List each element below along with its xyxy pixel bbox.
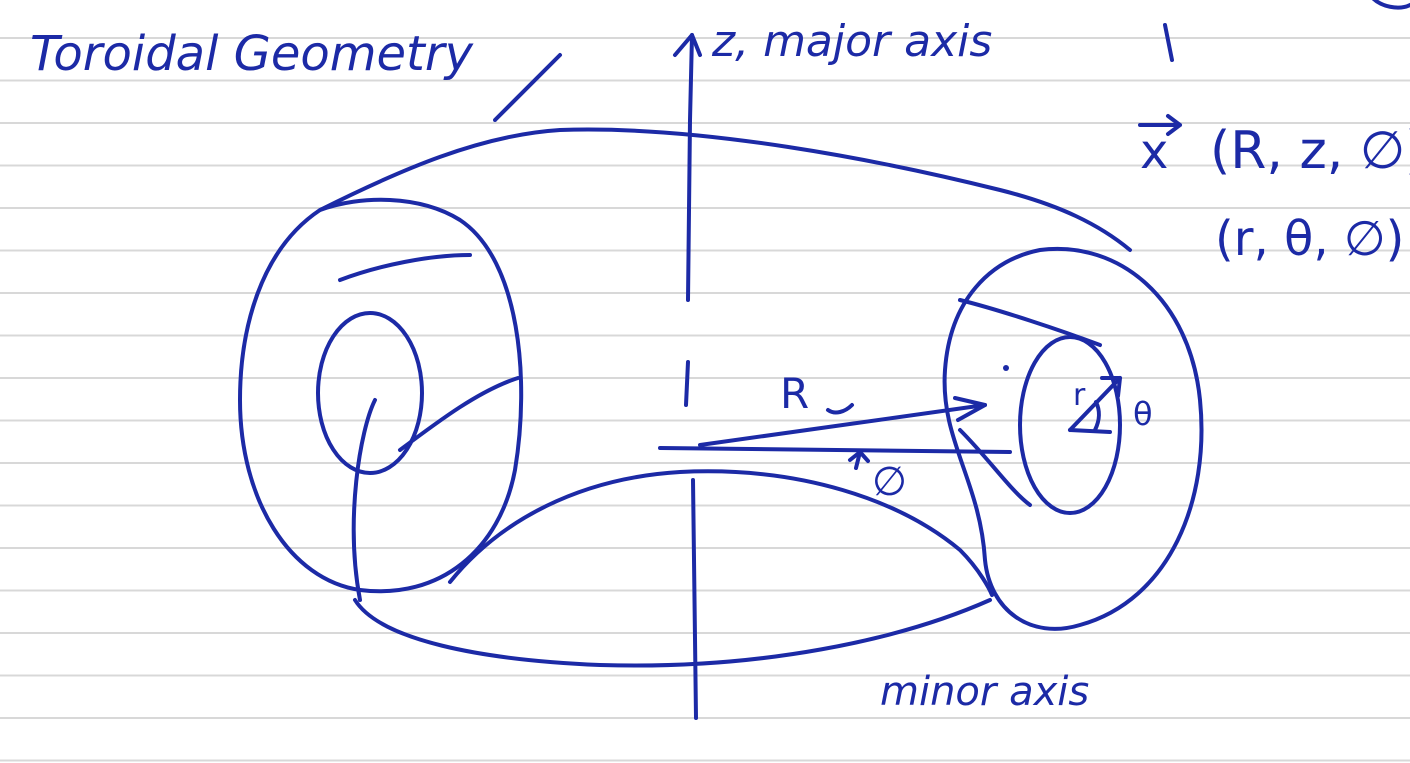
center-dot	[1003, 365, 1009, 371]
major-axis-line-bottom	[691, 478, 698, 720]
title-flourish	[493, 53, 562, 122]
r-label: r	[1073, 378, 1086, 413]
left-cross-section-inner	[316, 311, 424, 475]
r-arrowhead	[1100, 376, 1122, 398]
toroidal-coordinates: (r, θ, ∅)	[1215, 211, 1404, 267]
R-label-hook	[826, 403, 854, 415]
position-vector-arrow	[1138, 114, 1182, 136]
left-cross-section-outer	[238, 197, 524, 594]
right-section-bottom-line	[958, 428, 1032, 507]
minor-axis-label: minor axis	[880, 669, 1089, 715]
r-baseline	[1068, 428, 1112, 434]
major-axis-line-top	[686, 33, 694, 302]
left-section-top-line	[338, 253, 472, 282]
R-vector	[698, 403, 987, 447]
right-section-top-line	[958, 298, 1102, 347]
phi-arrow	[848, 450, 870, 470]
position-vector-label: x	[1140, 124, 1168, 180]
phi-reference-line	[658, 446, 1012, 454]
corner-tick	[1163, 23, 1174, 62]
left-section-drop-line	[351, 398, 377, 602]
major-axis-label: z, major axis	[711, 16, 992, 67]
theta-label: θ	[1133, 395, 1153, 433]
torus-hole-bottom	[448, 469, 994, 597]
theta-arc	[1093, 400, 1101, 432]
right-cross-section-inner	[1018, 335, 1122, 515]
page-title: Toroidal Geometry	[30, 26, 474, 82]
major-axis-mid-tick	[684, 360, 690, 407]
corner-circle-fragment	[1372, 0, 1410, 10]
R-arrowhead	[953, 396, 987, 422]
R-label: R	[780, 369, 809, 418]
major-axis-arrowhead	[673, 33, 702, 57]
cylindrical-coordinates: (R, z, ∅)	[1210, 121, 1410, 181]
torus-top-edge	[318, 127, 1132, 252]
torus-bottom-edge	[353, 598, 992, 668]
phi-label: ∅	[872, 459, 907, 505]
left-section-side-line	[398, 376, 520, 452]
right-cross-section-outer	[942, 246, 1204, 631]
ink-drawing	[238, 0, 1410, 720]
